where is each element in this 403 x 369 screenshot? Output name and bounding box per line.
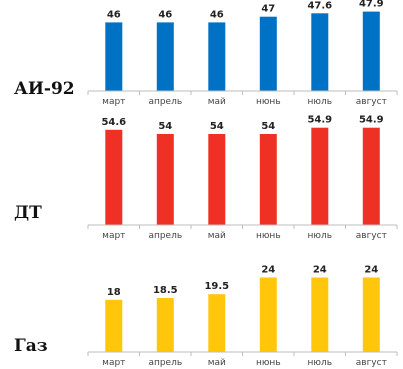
x-tick-label: август (356, 231, 387, 241)
chart-panels: АИ-92 46 март 46 апрель 46 май 47 нюнь 47.6 нюль 47… (14, 0, 398, 368)
bar (311, 277, 329, 352)
chart-panel: Газ 18 март 18.5 апрель 19.5 май 24 нюнь 24 нюль 24… (14, 265, 398, 368)
bar (105, 299, 123, 352)
x-tick-label: нюль (308, 231, 333, 241)
bar (208, 294, 226, 352)
bar (156, 134, 174, 225)
data-label: 47.6 (307, 0, 332, 11)
data-label: 24 (261, 265, 275, 276)
chart-panel: АИ-92 46 март 46 апрель 46 май 47 нюнь 47.6 нюль 47… (14, 0, 398, 107)
data-label: 54.6 (101, 117, 126, 128)
bar (362, 277, 380, 352)
bar (156, 298, 174, 352)
bar (362, 127, 380, 225)
bar (311, 13, 329, 91)
bar (259, 134, 277, 225)
bar (105, 22, 123, 91)
data-label: 54 (261, 121, 275, 132)
x-tick-label: апрель (148, 231, 182, 241)
x-tick-label: май (208, 97, 226, 107)
x-tick-label: нюнь (256, 231, 281, 241)
bar (259, 16, 277, 92)
x-tick-label: август (356, 97, 387, 107)
fuel-label: АИ-92 (14, 79, 75, 99)
fuel-label: ДТ (14, 203, 42, 223)
bar (362, 11, 380, 92)
x-tick-label: апрель (148, 97, 182, 107)
x-tick-label: август (356, 358, 387, 368)
bar (259, 277, 277, 352)
fuel-label: Газ (14, 336, 48, 356)
x-tick-label: нюнь (256, 358, 281, 368)
data-label: 54.9 (307, 115, 332, 126)
data-label: 46 (107, 9, 121, 20)
data-label: 54 (210, 121, 224, 132)
x-tick-label: май (208, 358, 226, 368)
data-label: 47 (261, 4, 275, 15)
data-label: 18 (107, 287, 121, 298)
bar (311, 127, 329, 225)
x-tick-label: апрель (148, 358, 182, 368)
data-label: 18.5 (153, 285, 178, 296)
x-tick-label: нюль (308, 97, 333, 107)
data-label: 54 (158, 121, 172, 132)
data-label: 24 (364, 265, 378, 276)
data-label: 46 (210, 9, 224, 20)
data-label: 47.9 (359, 0, 384, 10)
bar (105, 129, 123, 225)
x-tick-label: март (102, 231, 125, 241)
x-tick-label: нюнь (256, 97, 281, 107)
bar (208, 134, 226, 225)
data-label: 54.9 (359, 115, 384, 126)
chart-panel: ДТ 54.6 март 54 апрель 54 май 54 нюнь 54.9 нюль 54.… (14, 115, 398, 241)
data-label: 46 (158, 9, 172, 20)
bar (156, 22, 174, 91)
x-tick-label: март (102, 358, 125, 368)
x-tick-label: март (102, 97, 125, 107)
bar (208, 22, 226, 91)
x-tick-label: нюль (308, 358, 333, 368)
data-label: 24 (313, 265, 327, 276)
x-tick-label: май (208, 231, 226, 241)
data-label: 19.5 (204, 281, 229, 292)
